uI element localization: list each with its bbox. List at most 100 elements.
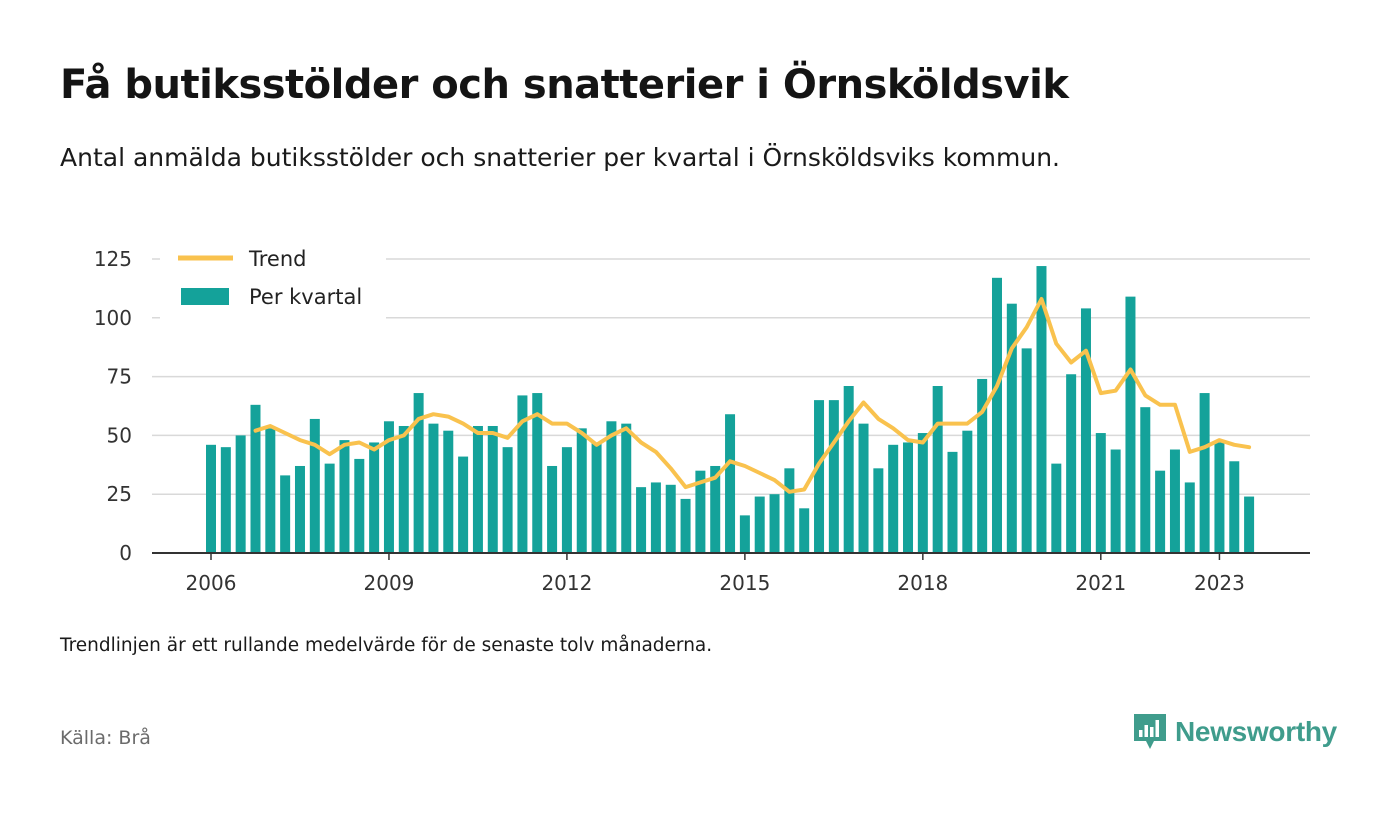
bar	[947, 451, 958, 553]
bar	[784, 468, 795, 553]
bar	[799, 508, 810, 553]
x-tick-label: 2012	[541, 571, 592, 595]
bar	[888, 444, 899, 553]
legend: Trend Per kvartal	[160, 238, 386, 320]
bar	[1125, 296, 1136, 553]
chart-subtitle: Antal anmälda butiksstölder och snatteri…	[60, 143, 1060, 172]
bar	[932, 386, 943, 553]
y-tick-label: 50	[107, 423, 132, 447]
bar	[369, 442, 380, 553]
bar	[1140, 407, 1151, 553]
bar	[458, 456, 469, 553]
bar	[517, 395, 528, 553]
bar	[1080, 308, 1091, 553]
x-tick-label: 2023	[1194, 571, 1245, 595]
legend-bar-swatch	[181, 288, 229, 305]
bar	[339, 440, 350, 553]
bar	[725, 414, 736, 553]
bar	[220, 447, 231, 553]
bar	[1244, 496, 1255, 553]
bar	[398, 425, 409, 553]
x-axis-ticks: 2006 2009 2012 2015 2018 2021 2023	[186, 553, 1245, 595]
y-tick-label: 100	[94, 306, 132, 330]
bar	[1066, 374, 1077, 553]
bar	[754, 496, 765, 553]
x-tick-label: 2021	[1075, 571, 1126, 595]
bar	[843, 386, 854, 553]
bar	[1169, 449, 1180, 553]
bar	[576, 428, 587, 553]
y-tick-label: 125	[94, 247, 132, 271]
bar	[309, 418, 320, 553]
newsworthy-icon	[1134, 714, 1166, 749]
bar	[650, 482, 661, 553]
bar	[324, 463, 335, 553]
bar	[1095, 433, 1106, 553]
bar	[695, 470, 706, 553]
bar	[828, 400, 839, 553]
chart-note: Trendlinjen är ett rullande medelvärde f…	[60, 635, 713, 656]
bar	[665, 484, 676, 553]
bar	[383, 421, 394, 553]
trend-line	[253, 297, 1252, 494]
bar	[206, 444, 216, 553]
bar	[428, 423, 439, 553]
bar	[294, 465, 305, 553]
y-tick-label: 75	[107, 365, 132, 389]
brand-logo: Newsworthy	[1133, 712, 1337, 752]
bar	[502, 447, 513, 553]
bar	[991, 277, 1002, 553]
bar	[1051, 463, 1062, 553]
bar	[1184, 482, 1195, 553]
x-tick-label: 2009	[364, 571, 415, 595]
brand-name: Newsworthy	[1175, 716, 1337, 747]
bar	[1155, 470, 1166, 553]
chart-title: Få butiksstölder och snatterier i Örnskö…	[60, 62, 1069, 108]
bar	[1021, 348, 1032, 553]
bar	[591, 442, 602, 553]
bar	[265, 428, 276, 553]
bar	[1006, 303, 1017, 553]
bar	[680, 498, 691, 553]
legend-trend-label: Trend	[248, 247, 306, 271]
bar	[472, 425, 483, 553]
bar	[487, 425, 498, 553]
bar	[1110, 449, 1121, 553]
bar	[532, 393, 543, 553]
bar	[739, 515, 750, 553]
bar	[280, 475, 291, 553]
bar	[769, 494, 780, 553]
bar	[250, 404, 261, 553]
bar	[814, 400, 825, 553]
bar	[1199, 393, 1210, 553]
bar	[413, 393, 424, 553]
bar-series	[206, 266, 1255, 553]
legend-bar-label: Per kvartal	[249, 285, 362, 309]
bar	[710, 465, 721, 553]
x-tick-label: 2006	[186, 571, 237, 595]
bar	[235, 435, 246, 553]
bar	[561, 447, 572, 553]
bar	[606, 421, 617, 553]
bar	[977, 378, 988, 553]
bar	[354, 458, 365, 553]
chart-area: 2006 2009 2012 2015 2018 2021 2023 0 25 50 75 100 1…	[93, 238, 1310, 595]
bar	[1036, 266, 1047, 553]
y-axis-ticks: 0 25 50 75 100 125	[94, 247, 132, 565]
bar	[917, 433, 928, 553]
bar	[621, 423, 632, 553]
y-tick-label: 0	[119, 541, 132, 565]
bar	[443, 430, 454, 553]
bar	[1229, 461, 1240, 553]
legend-background	[160, 238, 386, 320]
y-tick-label: 25	[107, 482, 132, 506]
bar	[547, 465, 558, 553]
bar	[873, 468, 884, 553]
bar	[1214, 442, 1225, 553]
bar	[636, 487, 647, 553]
bar	[962, 430, 973, 553]
source-label: Källa: Brå	[60, 727, 151, 749]
bar	[903, 442, 914, 553]
bar	[858, 423, 869, 553]
x-tick-label: 2015	[719, 571, 770, 595]
